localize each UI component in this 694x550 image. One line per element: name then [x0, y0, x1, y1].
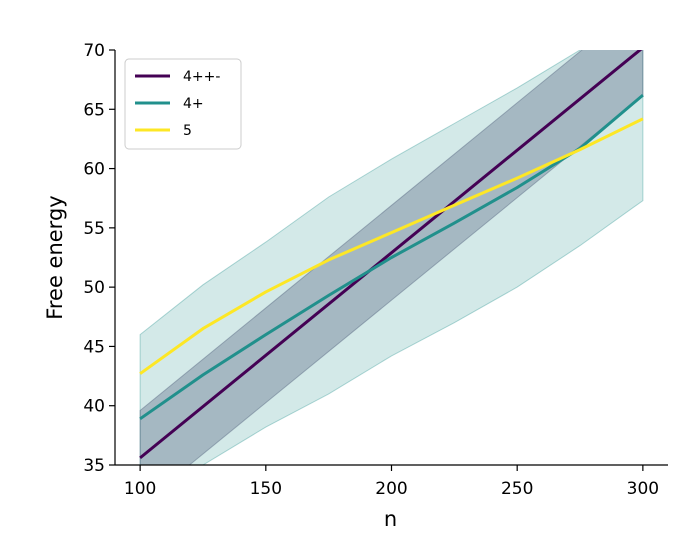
legend-label-4plusplusminus: 4++-: [183, 69, 220, 85]
series-line-4plus: [139, 93, 644, 421]
x-tick-label: 250: [501, 479, 533, 499]
y-tick-label: 65: [83, 100, 105, 120]
y-tick-label: 50: [83, 278, 105, 298]
legend-label-4plus: 4+: [183, 96, 204, 112]
y-tick-label: 55: [83, 219, 105, 239]
y-axis-label: Free energy: [43, 195, 67, 319]
y-tick-label: 35: [83, 456, 105, 476]
series-line-4plusplusminus: [139, 50, 643, 460]
y-tick-label: 70: [83, 41, 105, 61]
y-tick-label: 40: [83, 397, 105, 417]
axes: 100 150 200 250 300 35 40 45 50 55 60 65 70 n Free ene…: [43, 41, 668, 531]
x-axis-label: n: [384, 507, 397, 531]
x-tick-label: 150: [250, 479, 282, 499]
x-tick-label: 100: [124, 479, 156, 499]
series-lines: [139, 50, 644, 460]
y-tick-label: 45: [83, 337, 105, 357]
x-tick-label: 300: [627, 479, 659, 499]
series-line-5: [139, 117, 644, 375]
legend-box: [124, 58, 242, 150]
legend-label-5: 5: [183, 123, 192, 139]
y-tick-label: 60: [83, 160, 105, 180]
legend: 4++- 4+ 5: [124, 58, 242, 150]
x-tick-label: 200: [375, 479, 407, 499]
